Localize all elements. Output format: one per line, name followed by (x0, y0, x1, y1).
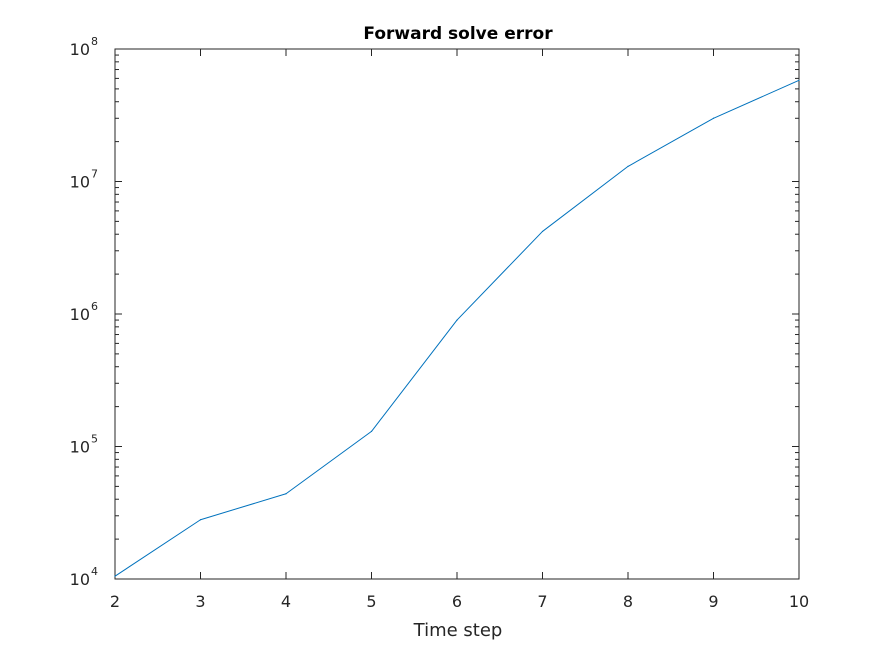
x-tick-label: 4 (281, 592, 291, 611)
x-tick-label: 10 (789, 592, 809, 611)
minor-ticks (115, 54, 799, 540)
y-tick-label-base: 10 (70, 438, 90, 457)
x-tick-label: 5 (366, 592, 376, 611)
axes-box (114, 48, 800, 580)
data-point (370, 430, 373, 433)
chart-title: Forward solve error (363, 24, 553, 44)
y-tick-label: 10 5 (70, 433, 98, 457)
y-tick-label-exponent: 4 (91, 565, 98, 578)
y-tick-label-base: 10 (70, 570, 90, 589)
y-tick-label-exponent: 7 (91, 168, 98, 181)
series-line-error (114, 79, 800, 577)
y-tick-label-base: 10 (70, 305, 90, 324)
x-tick-label: 6 (452, 592, 462, 611)
data-point (712, 117, 715, 119)
data-point (627, 165, 629, 168)
y-tick-label: 10 6 (70, 300, 98, 324)
data-point (199, 519, 202, 521)
y-tick-label-exponent: 5 (91, 433, 98, 446)
data-point (541, 230, 544, 233)
x-tick-label: 7 (537, 592, 547, 611)
x-tick-label: 3 (195, 592, 205, 611)
x-tick-label: 8 (623, 592, 633, 611)
y-tick-label-exponent: 8 (91, 35, 98, 48)
x-tick-label: 9 (708, 592, 718, 611)
y-tick-label-base: 10 (70, 40, 90, 59)
series-layer (114, 79, 800, 577)
x-tick-labels: 2 3 4 5 6 7 8 9 10 (110, 592, 809, 611)
y-tick-label: 10 7 (70, 168, 98, 192)
data-point (798, 79, 800, 81)
y-tick-label-base: 10 (70, 173, 90, 192)
x-axis-label: Time step (413, 620, 503, 641)
y-tick-label: 10 8 (70, 35, 98, 59)
data-point (285, 493, 287, 495)
y-tick-label-exponent: 6 (91, 300, 98, 313)
major-ticks (114, 48, 800, 580)
plot-frame (114, 48, 800, 580)
data-point (456, 319, 458, 321)
data-point (114, 575, 116, 577)
x-tick-label: 2 (110, 592, 120, 611)
y-tick-label: 10 4 (70, 565, 98, 589)
